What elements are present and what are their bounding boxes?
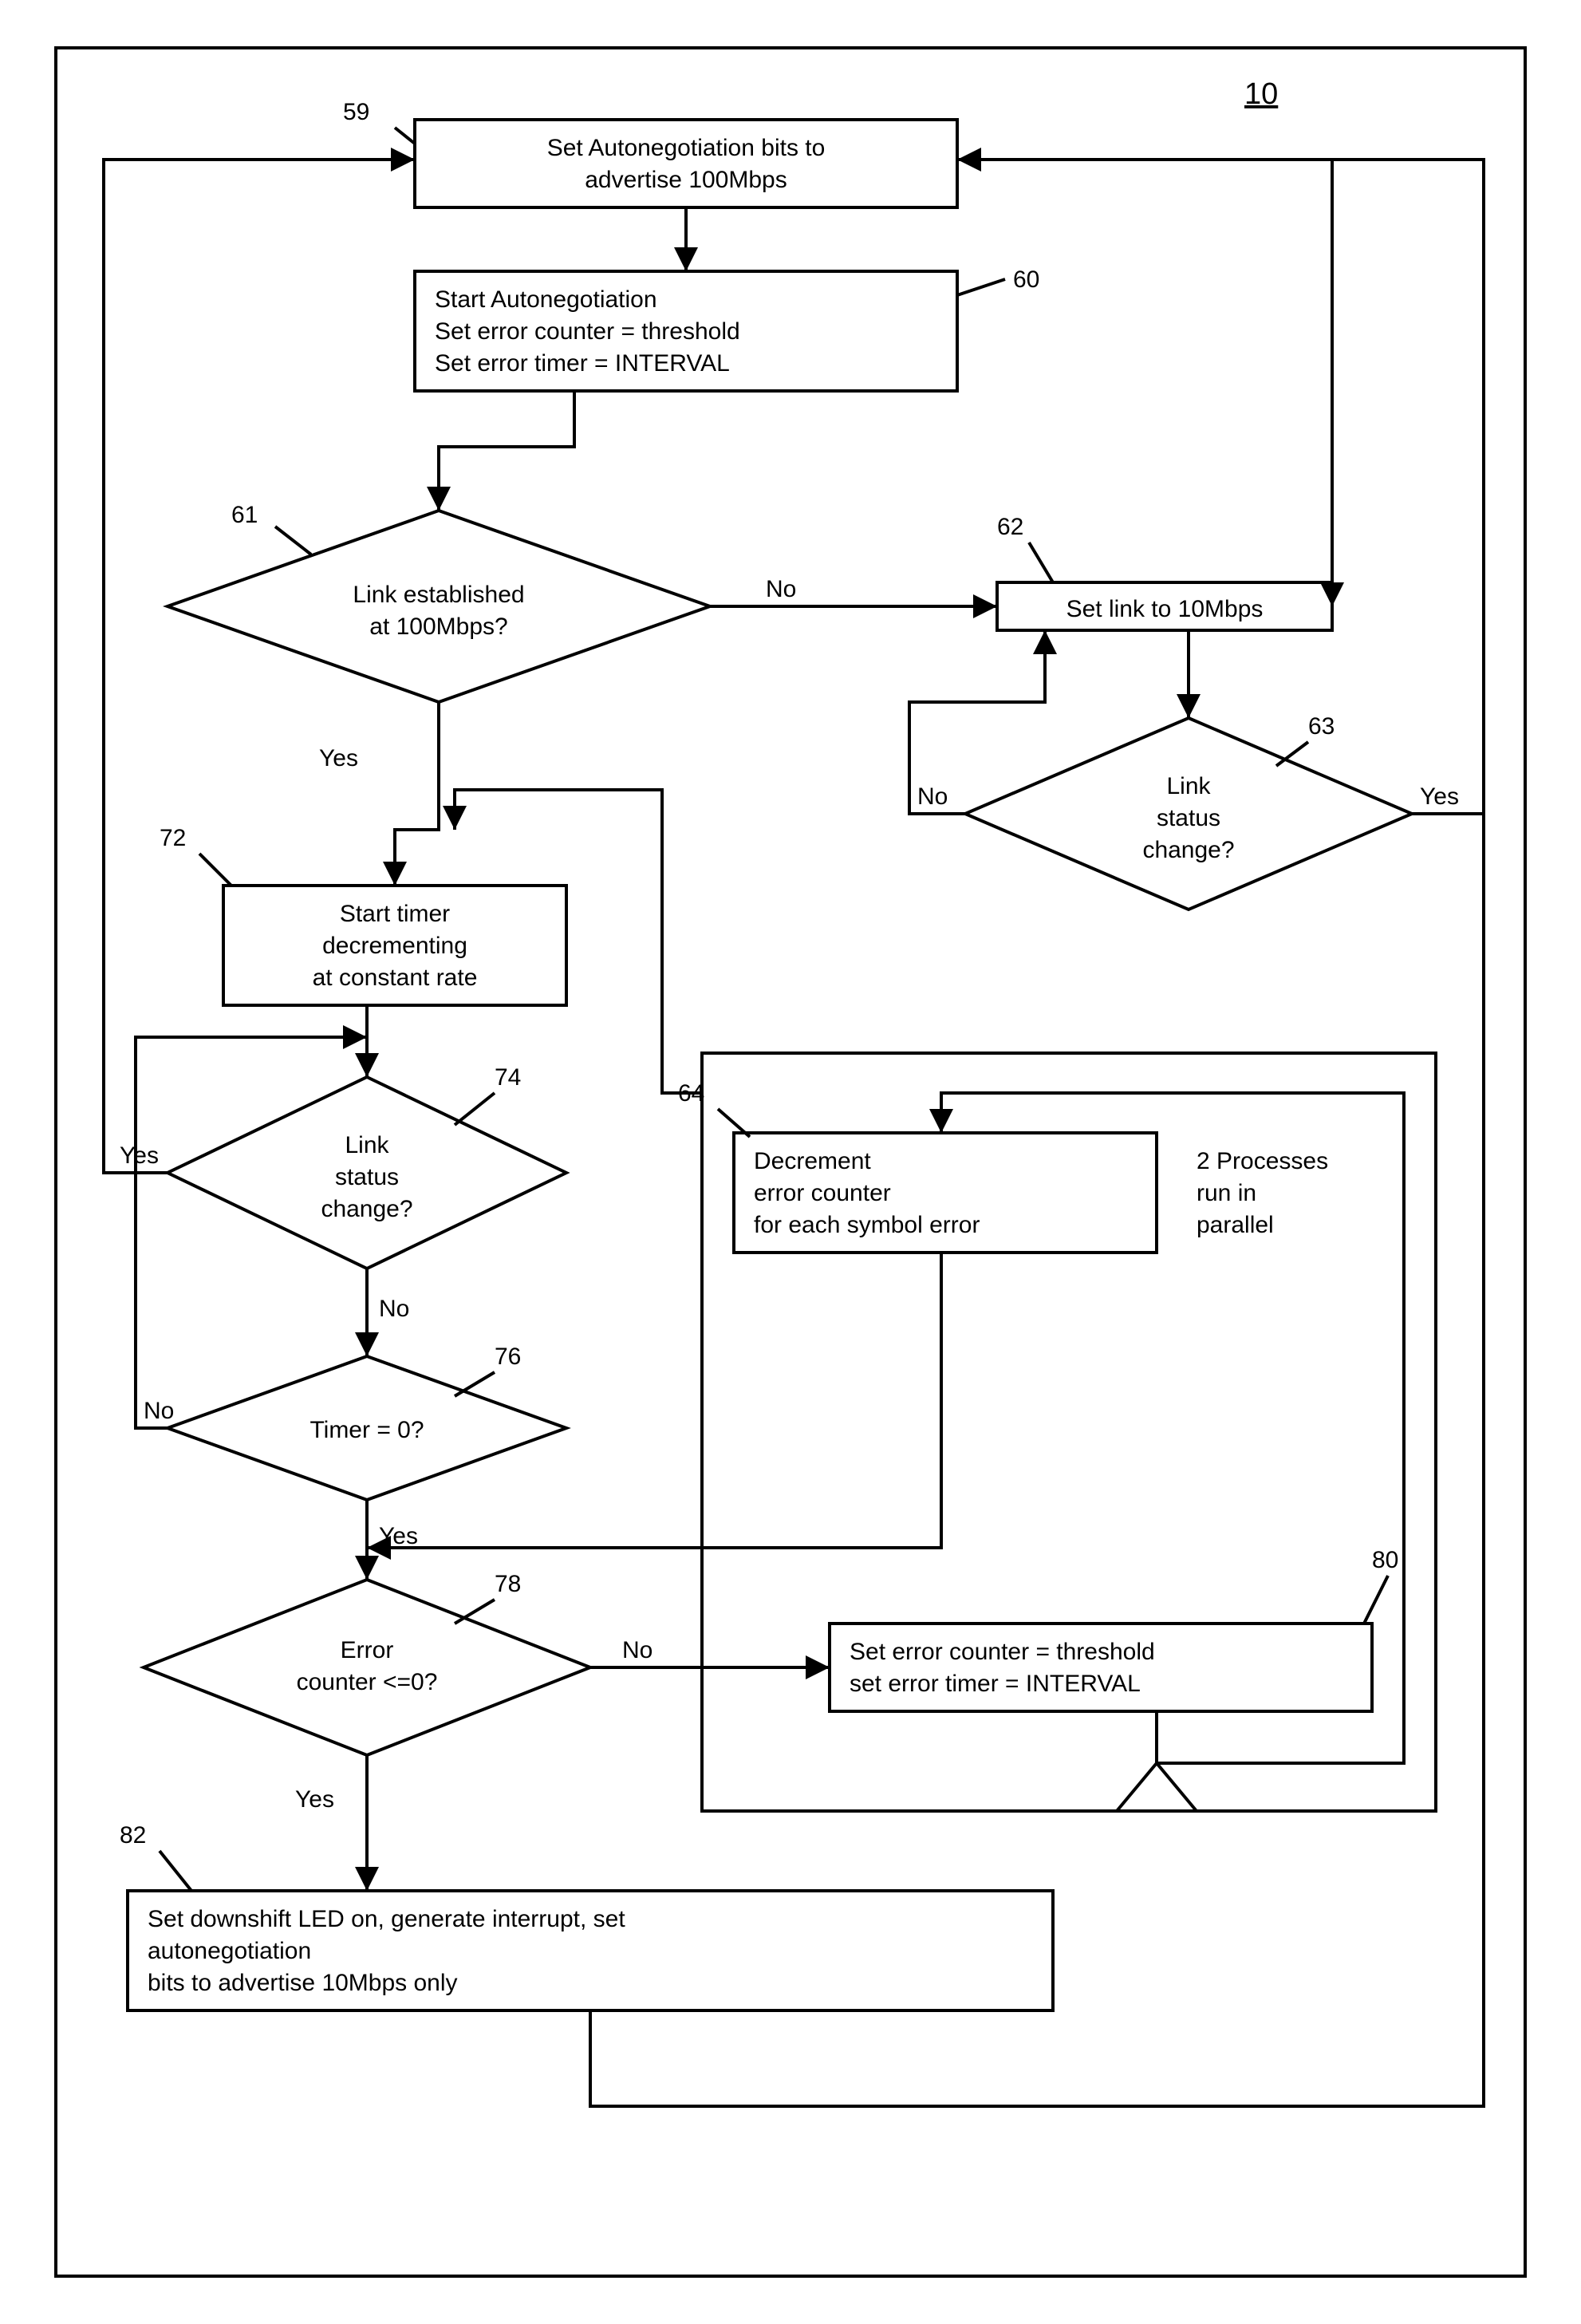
node-78-line0: Error [341,1637,394,1663]
node-62: Set link to 10Mbps 62 [997,514,1332,630]
node-76: Timer = 0? 76 [168,1344,566,1500]
node-60-line1: Set error counter = threshold [435,318,740,345]
node-64: Decrement error counter for each symbol … [678,1080,1157,1253]
edge-61-yes-label: Yes [319,745,358,771]
node-59-line1: advertise 100Mbps [585,167,787,193]
node-80: Set error counter = threshold set error … [830,1547,1398,1711]
edge-76-no-label: No [144,1398,174,1424]
node-63-line1: status [1157,805,1220,831]
edge-63-yes-label: Yes [1420,783,1459,810]
flowchart: 10 Set Autonegotiation bits to advertise… [0,0,1581,2324]
edge-61-no-label: No [766,576,796,602]
node-82-line0: Set downshift LED on, generate interrupt… [148,1906,625,1932]
node-60-line0: Start Autonegotiation [435,286,657,313]
edge-76-yes-label: Yes [379,1523,418,1549]
edge-74-yes-label: Yes [120,1142,159,1169]
node-80-num: 80 [1372,1547,1398,1573]
node-59-line0: Set Autonegotiation bits to [547,135,826,161]
node-64-line1: error counter [754,1180,891,1206]
node-60: Start Autonegotiation Set error counter … [415,266,1039,391]
parallel-note-line2: parallel [1197,1212,1274,1238]
node-78-num: 78 [495,1571,521,1597]
parallel-note: 2 Processes run in parallel [1197,1148,1328,1238]
node-64-line2: for each symbol error [754,1212,980,1238]
node-72-num: 72 [160,825,186,851]
node-72: Start timer decrementing at constant rat… [160,825,566,1005]
node-74-line0: Link [345,1132,389,1158]
edge-78-yes-label: Yes [295,1786,334,1813]
parallel-note-line0: 2 Processes [1197,1148,1328,1174]
node-62-num: 62 [997,514,1023,540]
node-74: Link status change? 74 [168,1064,566,1269]
edge-63-no-label: No [917,783,948,810]
node-74-line1: status [335,1164,399,1190]
node-63-num: 63 [1308,713,1335,740]
node-82-line1: autonegotiation [148,1938,311,1964]
node-60-line2: Set error timer = INTERVAL [435,350,730,377]
node-82-num: 82 [120,1822,146,1849]
node-82-line2: bits to advertise 10Mbps only [148,1970,458,1996]
node-78-line1: counter <=0? [297,1669,438,1695]
node-80-line1: set error timer = INTERVAL [850,1671,1141,1697]
node-76-num: 76 [495,1344,521,1370]
node-62-line0: Set link to 10Mbps [1066,596,1264,622]
node-74-line2: change? [321,1196,412,1222]
node-72-line2: at constant rate [313,965,478,991]
node-61-line0: Link established [353,582,524,608]
node-78: Error counter <=0? 78 [144,1571,590,1755]
node-63-line0: Link [1166,773,1211,799]
node-59-num: 59 [343,99,369,125]
figure-number: 10 [1244,77,1278,111]
node-76-line0: Timer = 0? [309,1417,424,1443]
node-63-line2: change? [1142,837,1234,863]
node-74-num: 74 [495,1064,521,1091]
node-60-num: 60 [1013,266,1039,293]
node-61-num: 61 [231,502,258,528]
parallel-note-line1: run in [1197,1180,1256,1206]
edge-74-no-label: No [379,1296,409,1322]
edge-78-no-label: No [622,1637,653,1663]
node-61: Link established at 100Mbps? 61 [168,502,710,702]
node-59: Set Autonegotiation bits to advertise 10… [343,99,957,207]
node-72-line1: decrementing [322,933,467,959]
node-61-line1: at 100Mbps? [369,614,507,640]
node-80-line0: Set error counter = threshold [850,1639,1155,1665]
node-63: Link status change? 63 [965,713,1412,909]
node-82: Set downshift LED on, generate interrupt… [120,1822,1053,2010]
node-72-line0: Start timer [340,901,450,927]
node-64-line0: Decrement [754,1148,871,1174]
